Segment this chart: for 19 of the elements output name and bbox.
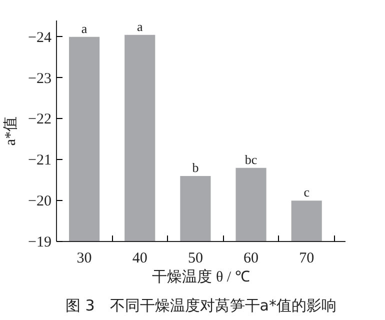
x-tick-label: 50 (188, 250, 203, 266)
data-label: b (192, 160, 199, 176)
x-tick-label: 30 (76, 250, 92, 266)
x-tick-label: 70 (299, 250, 314, 266)
y-tick-label: −22 (28, 112, 52, 128)
caption: 图 3 不同干燥温度对莴笋干a*值的影响 (66, 296, 337, 314)
data-label: c (304, 184, 310, 200)
y-tick-label: −19 (28, 234, 52, 250)
y-tick-label: −21 (28, 152, 52, 169)
y-tick-label: −23 (28, 70, 52, 87)
y-tick-label: −20 (28, 194, 52, 210)
y-axis-title: a*值 (3, 116, 20, 146)
x-tick-label: 40 (132, 250, 148, 266)
data-label: a (81, 20, 88, 36)
y-tick-label: −24 (28, 30, 52, 46)
data-label: a (136, 18, 143, 34)
data-label: bc (244, 152, 258, 167)
x-tick-label: 60 (244, 250, 259, 266)
x-axis-title: 干燥温度 θ / ℃ (152, 268, 250, 286)
